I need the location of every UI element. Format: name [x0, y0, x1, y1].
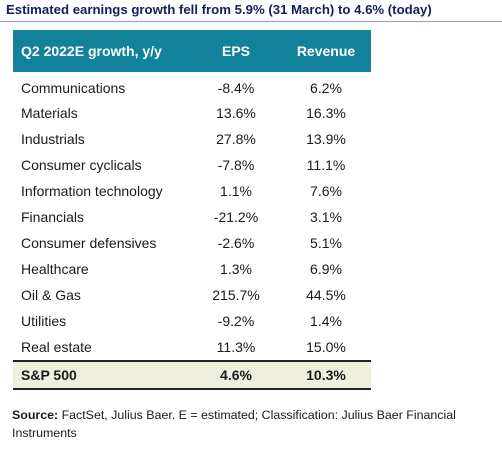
table-row: Communications -8.4% 6.2% [13, 72, 371, 100]
table-row: Utilities -9.2% 1.4% [13, 308, 371, 334]
source-text: FactSet, Julius Baer. E = estimated; Cla… [12, 408, 456, 440]
row-sector-label: Utilities [21, 313, 67, 329]
total-revenue-value: 10.3% [281, 360, 371, 390]
source-note: Source: FactSet, Julius Baer. E = estima… [12, 406, 490, 442]
row-sector-label: Materials [21, 105, 78, 121]
row-eps-value: -21.2% [213, 209, 259, 225]
row-revenue-value: 6.2% [310, 80, 342, 96]
column-header-sector: Q2 2022E growth, y/y [13, 30, 191, 72]
row-revenue-value: 3.1% [310, 209, 342, 225]
column-header-revenue: Revenue [281, 30, 371, 72]
title-divider [0, 21, 502, 22]
row-revenue-value: 6.9% [310, 261, 342, 277]
row-revenue-value: 15.0% [306, 339, 346, 355]
total-row: S&P 500 4.6% 10.3% [13, 360, 371, 390]
table-row: Industrials 27.8% 13.9% [13, 126, 371, 152]
row-eps-value: 1.3% [220, 261, 252, 277]
row-eps-value: 27.8% [216, 131, 256, 147]
row-revenue-value: 7.6% [310, 183, 342, 199]
table-row: Information technology 1.1% 7.6% [13, 178, 371, 204]
table-row: Consumer defensives -2.6% 5.1% [13, 230, 371, 256]
total-eps-value: 4.6% [191, 360, 281, 390]
table-body: Communications -8.4% 6.2% Materials 13.6% 16.… [13, 72, 371, 390]
row-eps-value: -2.6% [217, 235, 255, 251]
row-sector-label: Consumer defensives [21, 235, 157, 251]
row-sector-label: Information technology [21, 183, 163, 199]
row-eps-value: 215.7% [212, 287, 260, 303]
row-revenue-value: 5.1% [310, 235, 342, 251]
row-revenue-value: 44.5% [306, 287, 346, 303]
row-revenue-value: 1.4% [310, 313, 342, 329]
column-header-eps: EPS [191, 30, 281, 72]
chart-title: Estimated earnings growth fell from 5.9%… [6, 2, 432, 17]
row-sector-label: Financials [21, 209, 85, 225]
table-row: Healthcare 1.3% 6.9% [13, 256, 371, 282]
row-eps-value: -8.4% [217, 80, 255, 96]
total-sector-label: S&P 500 [13, 360, 191, 390]
row-eps-value: 1.1% [220, 183, 252, 199]
table-row: Oil & Gas 215.7% 44.5% [13, 282, 371, 308]
table-row: Consumer cyclicals -7.8% 11.1% [13, 152, 371, 178]
row-revenue-value: 11.1% [306, 157, 346, 173]
earnings-growth-table: Q2 2022E growth, y/y EPS Revenue Communi… [13, 30, 371, 390]
row-revenue-value: 16.3% [306, 105, 346, 121]
row-sector-label: Oil & Gas [21, 287, 81, 303]
table-row: Materials 13.6% 16.3% [13, 100, 371, 126]
table-row: Financials -21.2% 3.1% [13, 204, 371, 230]
table-header-row: Q2 2022E growth, y/y EPS Revenue [13, 30, 371, 72]
source-label: Source: [12, 408, 59, 422]
row-eps-value: -9.2% [217, 313, 255, 329]
row-eps-value: -7.8% [217, 157, 255, 173]
table-row: Real estate 11.3% 15.0% [13, 334, 371, 361]
row-sector-label: Consumer cyclicals [21, 157, 142, 173]
row-sector-label: Industrials [21, 131, 85, 147]
row-sector-label: Communications [21, 80, 126, 96]
row-sector-label: Real estate [21, 339, 92, 355]
row-sector-label: Healthcare [21, 261, 89, 277]
row-revenue-value: 13.9% [306, 131, 346, 147]
row-eps-value: 11.3% [216, 339, 256, 355]
row-eps-value: 13.6% [216, 105, 256, 121]
